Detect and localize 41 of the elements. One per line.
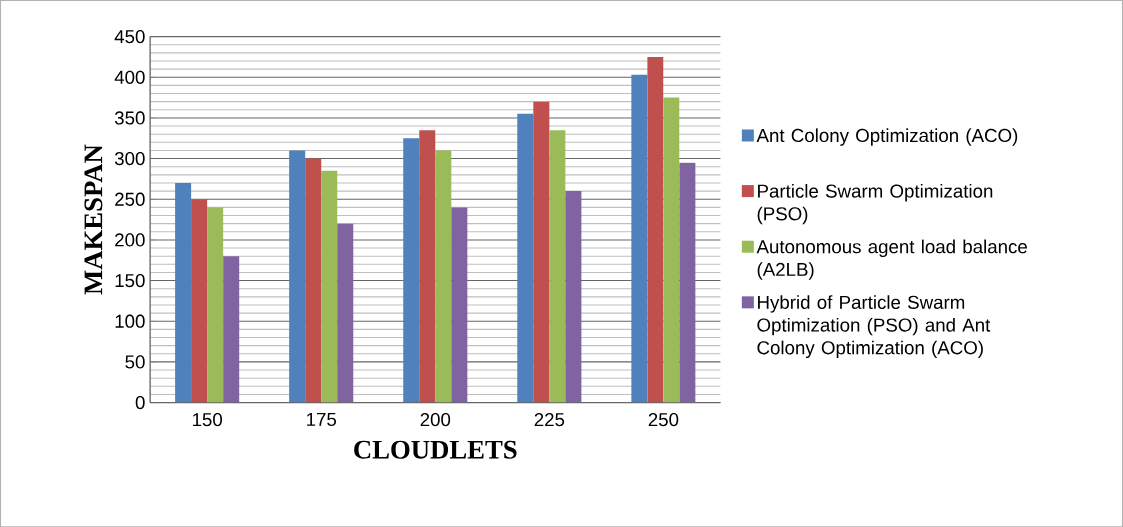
bar [663, 97, 680, 403]
x-tick-label: 150 [192, 412, 223, 427]
bar [647, 56, 664, 403]
bar [305, 158, 322, 403]
bar [549, 129, 566, 403]
legend-label: Particle Swarm Optimization (PSO) [757, 183, 993, 224]
bar [631, 74, 648, 403]
bar [337, 223, 354, 403]
x-tick-label: 200 [420, 412, 451, 427]
bar [419, 129, 436, 403]
x-tick-label: 225 [534, 412, 565, 427]
bar [175, 182, 192, 403]
bar [321, 170, 338, 403]
bar [679, 162, 696, 403]
bar [533, 101, 550, 403]
bar [223, 256, 240, 403]
y-tick-label: 150 [115, 273, 145, 288]
y-tick-label: 200 [115, 233, 145, 247]
bar [435, 150, 452, 403]
x-tick-label: 175 [307, 412, 337, 426]
legend-label: Ant Colony Optimization (ACO) [756, 128, 1018, 146]
y-tick-label: 250 [115, 192, 145, 206]
y-tick-label: 100 [115, 314, 145, 328]
x-tick-label: 250 [648, 412, 679, 427]
bar [517, 113, 534, 403]
bar [289, 150, 306, 403]
y-tick-label: 400 [114, 70, 145, 84]
bar [191, 199, 208, 403]
y-tick-label: 450 [114, 29, 145, 44]
y-tick-label: 0 [135, 395, 145, 410]
legend-label: Hybrid of Particle Swarm Optimization (PSO) and Ant Colony Optimization (ACO) [757, 295, 991, 358]
y-tick-label: 300 [114, 151, 145, 166]
legend-label: Autonomous agent load balance (A2LB) [756, 239, 1027, 280]
bar [403, 138, 420, 403]
bar [451, 207, 468, 403]
y-axis-title: MAKESPAN [84, 144, 103, 295]
y-tick-label: 350 [114, 111, 145, 125]
x-axis-title: CLOUDLETS [354, 440, 517, 459]
bar [207, 207, 224, 403]
y-tick-label: 50 [125, 355, 145, 369]
bar [565, 190, 582, 403]
